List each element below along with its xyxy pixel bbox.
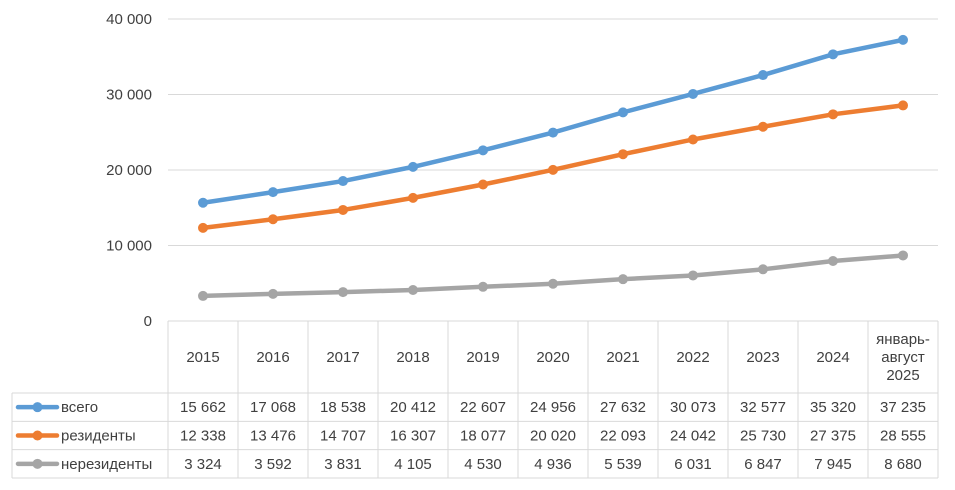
category-label: 2020	[536, 349, 569, 366]
table-value: 8 680	[884, 456, 922, 473]
table-value: 18 538	[320, 399, 366, 416]
data-point	[828, 109, 838, 120]
table-value: 30 073	[670, 399, 716, 416]
data-point	[268, 187, 278, 198]
table-value: 20 020	[530, 427, 576, 444]
table-value: 15 662	[180, 399, 226, 416]
data-point	[548, 127, 558, 138]
data-point	[758, 264, 768, 275]
data-point	[198, 197, 208, 208]
category-label: 2024	[816, 349, 849, 366]
series-name: резиденты	[61, 427, 136, 444]
data-point	[688, 134, 698, 145]
table-value: 4 936	[534, 456, 572, 473]
table-value: 3 592	[254, 456, 292, 473]
category-label: январь-	[876, 331, 930, 348]
table-value: 32 577	[740, 399, 786, 416]
y-tick-label: 10 000	[106, 238, 152, 255]
y-tick-label: 30 000	[106, 87, 152, 104]
table-value: 27 375	[810, 427, 856, 444]
category-label: 2016	[256, 349, 289, 366]
table-value: 4 105	[394, 456, 432, 473]
series-lines	[198, 34, 908, 301]
series-line	[200, 253, 906, 299]
table-value: 37 235	[880, 399, 926, 416]
table-value: 24 956	[530, 399, 576, 416]
data-point	[478, 145, 488, 156]
table-value: 28 555	[880, 427, 926, 444]
category-label: 2022	[676, 349, 709, 366]
category-label: 2023	[746, 349, 779, 366]
data-point	[548, 278, 558, 289]
legend-key-marker	[32, 458, 43, 469]
table-value: 4 530	[464, 456, 502, 473]
table-value: 14 707	[320, 427, 366, 444]
data-point	[688, 88, 698, 99]
data-point	[898, 100, 908, 111]
data-point	[898, 250, 908, 261]
data-point	[338, 176, 348, 187]
data-point	[688, 270, 698, 281]
table-value: 25 730	[740, 427, 786, 444]
data-point	[408, 285, 418, 296]
category-label: 2021	[606, 349, 639, 366]
table-value: 35 320	[810, 399, 856, 416]
y-tick-label: 20 000	[106, 162, 152, 179]
data-point	[828, 256, 838, 267]
data-point	[618, 107, 628, 118]
category-label: август	[881, 349, 925, 366]
category-label: 2018	[396, 349, 429, 366]
data-point	[478, 179, 488, 190]
category-label: 2025	[886, 367, 919, 384]
data-point	[618, 274, 628, 285]
data-table: 2015 2016 2017 2018 2019 2020 2021 2022 2023 2024…	[11, 320, 939, 479]
gridlines	[168, 18, 938, 246]
data-point	[198, 222, 208, 233]
category-label: 2019	[466, 349, 499, 366]
table-value: 12 338	[180, 427, 226, 444]
table-value: 18 077	[460, 427, 506, 444]
table-value: 22 607	[460, 399, 506, 416]
data-point	[338, 287, 348, 298]
data-point	[268, 288, 278, 299]
table-value: 27 632	[600, 399, 646, 416]
data-point	[548, 164, 558, 175]
y-axis: 0 10 000 20 000 30 000 40 000	[106, 11, 152, 330]
category-label: 2015	[186, 349, 219, 366]
data-point	[198, 290, 208, 301]
data-point	[898, 34, 908, 45]
table-value: 3 831	[324, 456, 362, 473]
data-point	[408, 161, 418, 172]
table-value: 3 324	[184, 456, 222, 473]
data-point	[478, 281, 488, 292]
data-point	[618, 149, 628, 160]
y-tick-label: 0	[144, 313, 152, 330]
table-value: 20 412	[390, 399, 436, 416]
table-value: 6 847	[744, 456, 782, 473]
table-value: 6 031	[674, 456, 712, 473]
series-name: нерезиденты	[61, 456, 152, 473]
table-value: 16 307	[390, 427, 436, 444]
table-value: 24 042	[670, 427, 716, 444]
y-tick-label: 40 000	[106, 11, 152, 28]
legend-key-marker	[32, 402, 43, 413]
legend-key-marker	[32, 430, 43, 441]
table-value: 22 093	[600, 427, 646, 444]
table-value: 13 476	[250, 427, 296, 444]
data-point	[268, 214, 278, 225]
data-point	[758, 70, 768, 81]
data-point	[758, 121, 768, 132]
data-point	[828, 49, 838, 60]
table-value: 17 068	[250, 399, 296, 416]
table-value: 5 539	[604, 456, 642, 473]
table-value: 7 945	[814, 456, 852, 473]
series-name: всего	[61, 399, 98, 416]
category-label: 2017	[326, 349, 359, 366]
data-point	[338, 204, 348, 215]
data-point	[408, 192, 418, 203]
